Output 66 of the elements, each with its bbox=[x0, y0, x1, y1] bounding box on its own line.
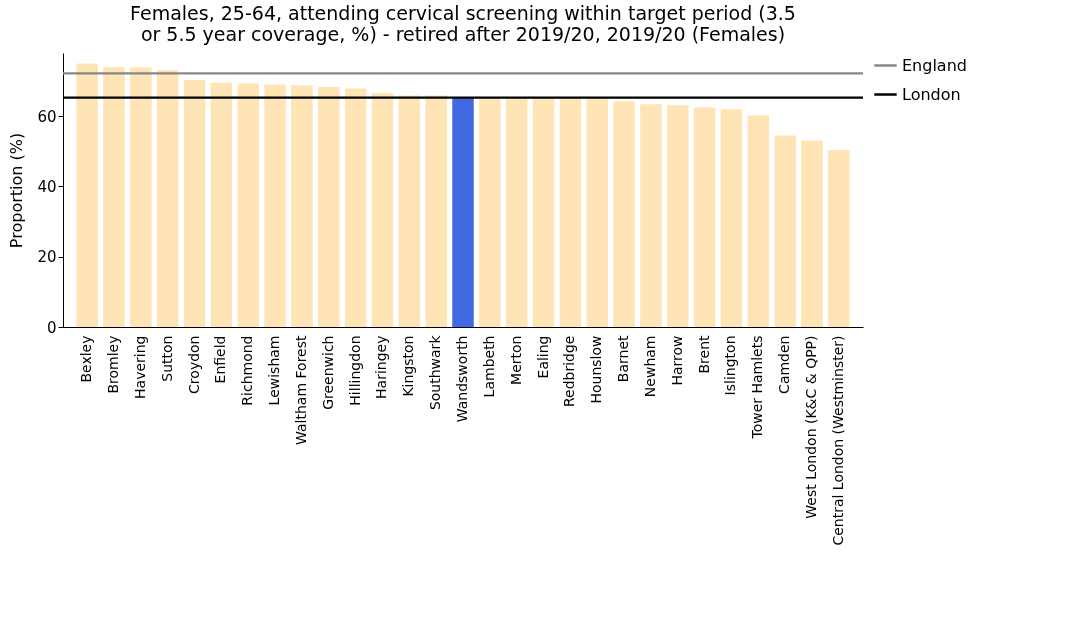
x-tick-label: Enfield bbox=[212, 335, 229, 384]
bar bbox=[103, 67, 125, 327]
x-tick-label: Harrow bbox=[668, 335, 685, 386]
bar bbox=[505, 98, 528, 327]
x-tick-label: Redbridge bbox=[561, 335, 578, 408]
x-tick-label: Sutton bbox=[158, 335, 175, 382]
x-tick-label: Greenwich bbox=[319, 335, 336, 410]
bar bbox=[237, 83, 259, 327]
bar bbox=[828, 149, 850, 327]
bar bbox=[291, 85, 313, 327]
y-tick-label: 60 bbox=[37, 107, 57, 126]
x-tick-label: West London (K&C & QPP) bbox=[802, 335, 819, 519]
bar bbox=[425, 95, 447, 327]
bar bbox=[559, 98, 582, 327]
bar bbox=[210, 82, 233, 327]
x-tick-label: Haringey bbox=[373, 335, 390, 399]
bar bbox=[344, 88, 367, 327]
y-tick-label: 0 bbox=[46, 318, 57, 337]
bar bbox=[693, 107, 716, 327]
x-tick-label: Hillingdon bbox=[346, 335, 363, 406]
bar bbox=[76, 63, 98, 327]
bar bbox=[532, 98, 555, 327]
bar bbox=[640, 104, 662, 327]
x-tick-label: Richmond bbox=[239, 335, 256, 406]
bar bbox=[801, 140, 823, 327]
bar bbox=[613, 101, 635, 327]
x-tick-label: Ealing bbox=[534, 335, 551, 379]
x-tick-label: Waltham Forest bbox=[292, 335, 309, 445]
x-tick-label: Barnet bbox=[615, 334, 632, 383]
bar bbox=[452, 97, 474, 327]
bar bbox=[398, 95, 421, 327]
bar bbox=[156, 70, 179, 327]
x-tick-label: Newham bbox=[641, 335, 658, 398]
y-axis-title: Proportion (%) bbox=[7, 132, 27, 249]
bar bbox=[720, 109, 743, 327]
bar bbox=[183, 80, 206, 327]
bar bbox=[130, 67, 152, 327]
bar bbox=[371, 93, 394, 327]
bar bbox=[586, 98, 608, 327]
x-tick-label: Lambeth bbox=[480, 335, 497, 398]
x-tick-label: Hounslow bbox=[588, 335, 605, 404]
x-tick-label: Lewisham bbox=[266, 335, 283, 406]
x-tick-label: Camden bbox=[776, 335, 793, 394]
chart-title: Females, 25-64, attending cervical screening within target period (3.5 or 5.5 year coverage, %) - retired after 2019/20, 2019/20 (Females) bbox=[130, 2, 796, 45]
x-tick-label: Wandsworth bbox=[454, 335, 470, 423]
x-tick-label: Merton bbox=[507, 335, 524, 385]
x-tick-label: Havering bbox=[131, 335, 148, 399]
x-tick-label: Brent bbox=[695, 334, 712, 374]
x-tick-label: Islington bbox=[722, 335, 739, 396]
bar bbox=[747, 115, 770, 327]
y-tick-label: 40 bbox=[37, 177, 57, 196]
x-tick-label: Central London (Westminster) bbox=[829, 335, 846, 546]
y-tick-label: 20 bbox=[37, 248, 57, 267]
x-tick-label: Southwark bbox=[427, 334, 444, 411]
bar bbox=[318, 87, 340, 327]
bar bbox=[667, 105, 689, 327]
x-tick-label: Tower Hamlets bbox=[749, 335, 766, 440]
bar bbox=[479, 98, 501, 327]
x-tick-label: Croydon bbox=[185, 335, 202, 394]
x-tick-label: Bexley bbox=[78, 335, 95, 383]
ref-line-label: London bbox=[902, 84, 961, 104]
x-tick-label: Bromley bbox=[105, 335, 122, 394]
bar bbox=[264, 84, 286, 327]
x-tick-label: Kingston bbox=[400, 335, 417, 397]
bar bbox=[774, 135, 796, 327]
ref-line-label: England bbox=[902, 55, 967, 75]
